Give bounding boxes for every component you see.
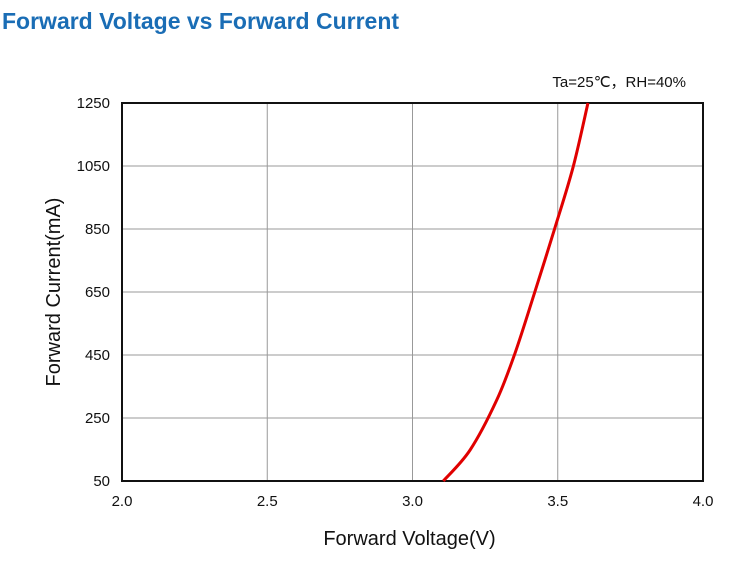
y-tick-label: 450 <box>85 347 110 364</box>
y-tick-label: 250 <box>85 410 110 427</box>
y-tick-label: 850 <box>85 221 110 238</box>
y-tick-label: 50 <box>93 473 110 490</box>
x-tick-label: 2.0 <box>112 493 133 510</box>
y-axis-label: Forward Current(mA) <box>43 198 65 387</box>
plot-frame <box>121 102 704 482</box>
chart-title: Forward Voltage vs Forward Current <box>2 8 400 34</box>
y-tick-label: 1250 <box>77 95 110 112</box>
x-tick-label: 3.5 <box>547 493 568 510</box>
x-tick-label: 2.5 <box>257 493 278 510</box>
x-axis-label: Forward Voltage(V) <box>323 528 495 550</box>
x-tick-label: 4.0 <box>693 493 714 510</box>
series-line <box>442 102 590 482</box>
y-tick-label: 1050 <box>77 158 110 175</box>
x-tick-label: 3.0 <box>402 493 423 510</box>
y-tick-label: 650 <box>85 284 110 301</box>
condition-annotation: Ta=25℃，RH=40% <box>552 74 686 91</box>
